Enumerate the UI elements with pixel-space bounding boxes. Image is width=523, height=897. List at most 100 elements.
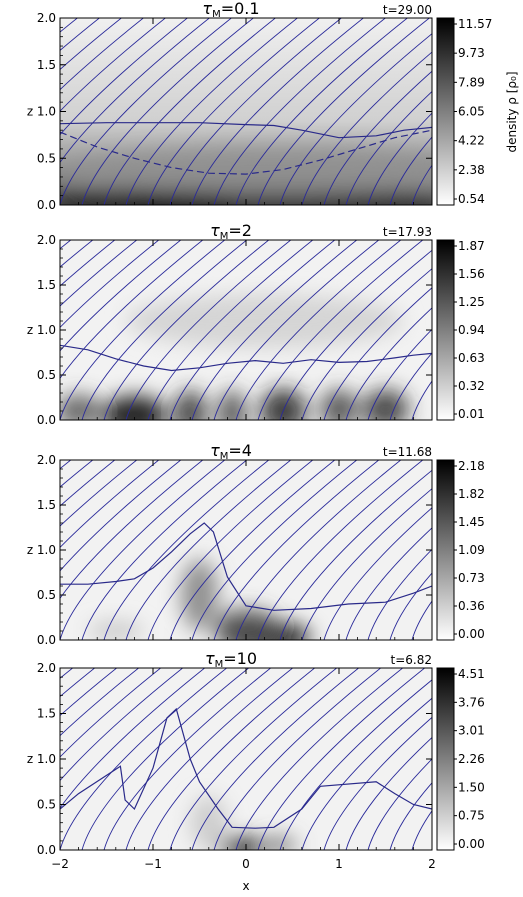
- y-tick-label: 1.0: [37, 105, 56, 119]
- solid-contour: [60, 522, 432, 611]
- colorbar-tick-label: 0.75: [458, 809, 485, 823]
- y-tick-label: 0.5: [37, 151, 56, 165]
- field-line: [301, 51, 432, 205]
- solid-contour: [60, 122, 432, 139]
- tau-subscript: M: [215, 659, 224, 670]
- field-line: [301, 268, 432, 420]
- x-tick-label: 2: [428, 857, 436, 871]
- x-tick-label: −1: [144, 857, 162, 871]
- field-line: [323, 70, 432, 205]
- field-line: [81, 668, 250, 850]
- field-line: [345, 307, 432, 420]
- field-line: [81, 240, 248, 420]
- field-line: [235, 460, 402, 640]
- field-line: [345, 527, 432, 640]
- field-line: [81, 460, 248, 640]
- field-line: [60, 460, 138, 527]
- tau-value: =4: [228, 441, 252, 460]
- field-line: [257, 240, 424, 420]
- field-line: [301, 488, 432, 640]
- colorbar-tick-label: 1.50: [458, 780, 485, 794]
- y-tick-label: 0.5: [37, 798, 56, 812]
- field-line: [345, 736, 432, 850]
- time-label: t=17.93: [383, 225, 432, 239]
- y-axis-label: z: [27, 543, 33, 557]
- y-tick-label: 0.5: [37, 368, 56, 382]
- y-tick-label: 0.5: [37, 588, 56, 602]
- field-line: [257, 18, 431, 205]
- field-line: [323, 507, 432, 640]
- field-line: [103, 460, 270, 640]
- field-line: [60, 460, 116, 507]
- field-line: [213, 460, 380, 640]
- tau-subscript: M: [212, 9, 221, 20]
- colorbar-tick-label: 2.18: [458, 459, 485, 473]
- field-line: [125, 460, 292, 640]
- time-label: t=29.00: [383, 3, 432, 17]
- field-line: [103, 240, 270, 420]
- y-tick-label: 1.5: [37, 58, 56, 72]
- field-line: [60, 240, 138, 307]
- density-heatmap: [60, 663, 523, 850]
- field-line: [60, 668, 96, 698]
- field-line: [60, 240, 94, 268]
- density-blob: [101, 395, 167, 420]
- field-line: [235, 240, 402, 420]
- y-axis-label: z: [27, 752, 33, 766]
- field-line: [60, 668, 140, 737]
- dashed-contour: [60, 129, 432, 175]
- density-blob: [218, 836, 265, 850]
- field-line: [257, 460, 424, 640]
- field-line: [500, 663, 523, 850]
- field-line: [147, 240, 314, 420]
- tau-subscript: M: [220, 451, 229, 462]
- density-heatmap: [60, 460, 432, 640]
- colorbar-tick-label: 2.26: [458, 752, 485, 766]
- field-line: [103, 18, 277, 205]
- field-line: [367, 548, 432, 640]
- field-line: [257, 668, 426, 850]
- density-blob: [180, 559, 219, 631]
- panel-3: 0.0 0.5 1.0 1.5 2.0 z τM=4 t=11.68 2.18 1.82 1.45 1…: [27, 441, 485, 647]
- colorbar-tick-label: 7.89: [458, 75, 485, 89]
- field-line: [60, 668, 206, 809]
- y-axis-label: z: [27, 105, 33, 119]
- colorbar-tick-label: 0.36: [458, 599, 485, 613]
- y-tick-label: 1.5: [37, 707, 56, 721]
- field-line: [279, 679, 432, 850]
- time-label: t=11.68: [383, 445, 432, 459]
- magnetic-field-lines: [60, 240, 432, 420]
- field-line: [103, 668, 272, 850]
- colorbar-tick-label: 6.05: [458, 105, 485, 119]
- colorbar-tick-label: 0.73: [458, 571, 485, 585]
- density-blob: [69, 148, 432, 196]
- y-axis-label: z: [27, 323, 33, 337]
- field-line: [213, 240, 380, 420]
- colorbar: [436, 239, 455, 421]
- y-tick-label: 0.0: [37, 843, 56, 857]
- x-axis-label: x: [242, 879, 249, 893]
- y-tick-label: 0.0: [37, 198, 56, 212]
- field-line: [213, 668, 382, 850]
- y-tick-label: 2.0: [37, 11, 56, 25]
- y-tick-label: 2.0: [37, 233, 56, 247]
- colorbar-tick-label: 0.32: [458, 379, 485, 393]
- field-line: [389, 136, 432, 205]
- field-line: [147, 668, 316, 850]
- field-line: [411, 164, 432, 205]
- colorbar-tick-label: 1.25: [458, 295, 485, 309]
- panel-title: τM=4: [210, 441, 252, 462]
- colorbar: [436, 17, 455, 206]
- panel-1: 0.0 0.5 1.0 1.5 2.0 z τM=0.1 t=29.00 11.57 9.73 7.…: [0, 0, 493, 212]
- tau-value: =0.1: [221, 0, 260, 18]
- field-line: [125, 668, 294, 850]
- field-line: [323, 287, 432, 420]
- density-blob: [320, 389, 358, 420]
- field-line: [60, 668, 184, 782]
- field-line: [60, 460, 204, 600]
- field-line: [301, 697, 432, 850]
- colorbar-tick-label: 0.00: [458, 837, 485, 851]
- field-line: [0, 13, 40, 205]
- field-line: [60, 18, 233, 205]
